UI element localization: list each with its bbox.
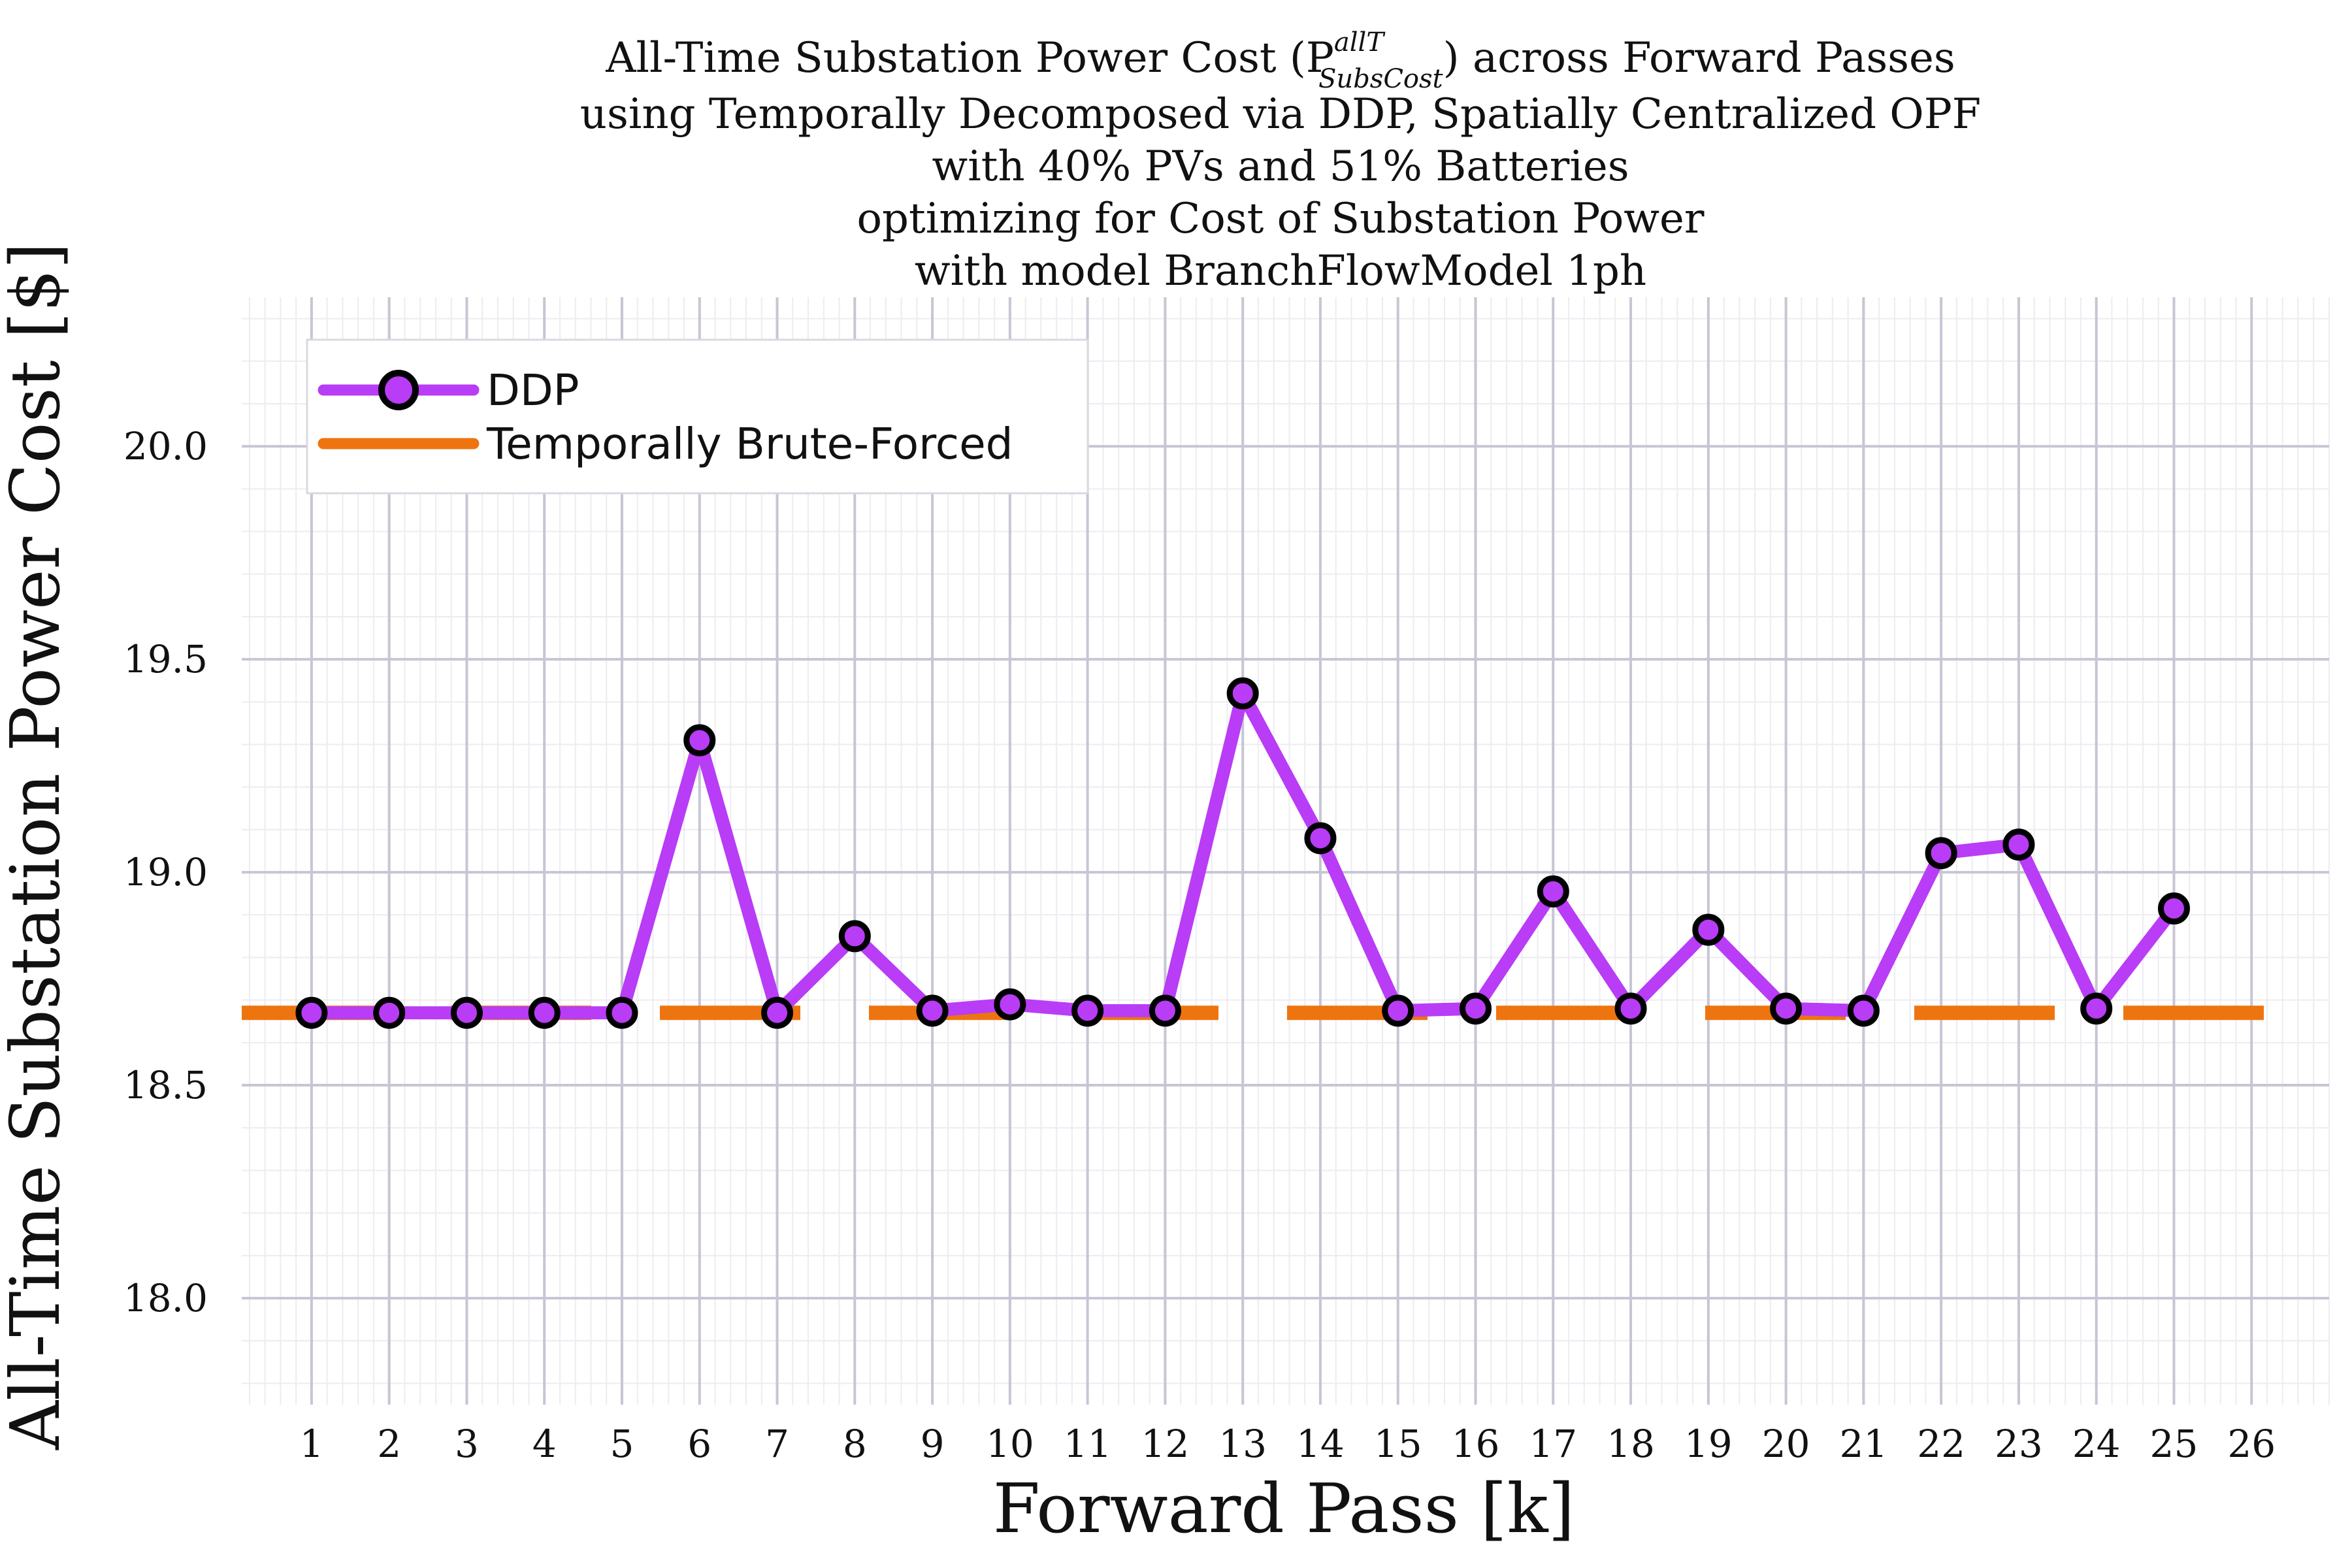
legend-box xyxy=(306,338,1089,495)
ddp-point xyxy=(2002,828,2035,861)
y-tick-labels: 18.0 18.5 19.0 19.5 20.0 xyxy=(123,424,208,1320)
ddp-point xyxy=(2080,992,2113,1025)
x-tick-label: 2 xyxy=(377,1422,401,1466)
legend: DDP Temporally Brute-Forced xyxy=(306,338,1089,495)
title-line-1-text: All-Time Substation Power Cost (P xyxy=(605,34,1334,82)
x-tick-label: 11 xyxy=(1064,1422,1112,1466)
ddp-point xyxy=(2157,892,2190,925)
x-tick-label: 21 xyxy=(1839,1422,1887,1466)
ddp-point xyxy=(606,996,638,1029)
title-superscript: allT xyxy=(1334,27,1386,57)
x-tick-label: 1 xyxy=(299,1422,323,1466)
legend-ddp-label: DDP xyxy=(487,365,579,416)
title-line-1: All-Time Substation Power Cost (PallT Sub… xyxy=(605,27,1955,94)
x-tick-label: 13 xyxy=(1218,1422,1267,1466)
title-line-3: with 40% PVs and 51% Batteries xyxy=(932,142,1629,191)
x-tick-label: 8 xyxy=(843,1422,867,1466)
ddp-point xyxy=(1537,875,1569,907)
title-line-4: optimizing for Cost of Substation Power xyxy=(857,195,1705,243)
ddp-point xyxy=(1692,913,1725,946)
title-subscript: SubsCost xyxy=(1318,64,1444,94)
x-tick-label: 18 xyxy=(1607,1422,1655,1466)
ddp-point xyxy=(1459,992,1492,1025)
title-line-2: using Temporally Decomposed via DDP, Spa… xyxy=(580,90,1981,139)
ddp-point xyxy=(838,920,871,953)
x-tick-label: 10 xyxy=(986,1422,1034,1466)
ddp-point xyxy=(1149,994,1181,1027)
ddp-point xyxy=(373,996,406,1029)
x-tick-label: 17 xyxy=(1529,1422,1577,1466)
ddp-point xyxy=(1847,994,1880,1027)
x-tick-label: 22 xyxy=(1917,1422,1965,1466)
ddp-point xyxy=(761,996,794,1029)
legend-ddp-marker xyxy=(378,370,419,410)
series-ddp xyxy=(295,677,2190,1029)
ddp-point xyxy=(528,996,561,1029)
ddp-point xyxy=(295,996,328,1029)
x-tick-label: 6 xyxy=(687,1422,711,1466)
x-tick-label: 16 xyxy=(1452,1422,1500,1466)
ddp-point xyxy=(1614,992,1647,1025)
x-axis-label: Forward Pass [k] xyxy=(993,1469,1575,1548)
ddp-point xyxy=(1304,822,1337,855)
ddp-point xyxy=(683,724,716,757)
legend-baseline-label: Temporally Brute-Forced xyxy=(486,419,1013,469)
x-tick-label: 26 xyxy=(2227,1422,2276,1466)
x-tick-label: 24 xyxy=(2072,1422,2121,1466)
x-tick-label: 14 xyxy=(1296,1422,1345,1466)
y-tick-label: 18.5 xyxy=(123,1063,208,1107)
ddp-point xyxy=(1770,992,1803,1025)
x-tick-label: 12 xyxy=(1141,1422,1189,1466)
x-tick-labels: 1 2 3 4 5 6 7 8 9 10 11 12 13 14 15 16 17 18 19 20 21 22 23 24 2… xyxy=(299,1422,2276,1466)
x-tick-label: 9 xyxy=(921,1422,945,1466)
x-tick-label: 5 xyxy=(610,1422,634,1466)
ddp-point xyxy=(450,996,483,1029)
x-tick-label: 19 xyxy=(1684,1422,1733,1466)
title-suffix: ) across Forward Passes xyxy=(1443,34,1955,82)
ddp-point xyxy=(994,988,1026,1021)
ddp-point xyxy=(1226,677,1259,710)
y-tick-label: 18.0 xyxy=(123,1276,208,1320)
y-tick-label: 20.0 xyxy=(123,424,208,468)
x-tick-label: 3 xyxy=(455,1422,479,1466)
chart-title: All-Time Substation Power Cost (PallT Sub… xyxy=(580,27,1981,295)
y-tick-label: 19.5 xyxy=(123,637,208,681)
y-tick-label: 19.0 xyxy=(123,850,208,894)
x-tick-label: 7 xyxy=(765,1422,789,1466)
ddp-point xyxy=(916,994,949,1027)
ddp-point xyxy=(1925,837,1957,870)
title-line-5: with model BranchFlowModel 1ph xyxy=(915,247,1646,295)
ddp-point xyxy=(1382,994,1414,1027)
x-tick-label: 15 xyxy=(1374,1422,1422,1466)
ddp-point xyxy=(1071,994,1104,1027)
x-tick-label: 25 xyxy=(2150,1422,2198,1466)
y-axis-label: All-Time Substation Power Cost [$] xyxy=(0,242,75,1450)
x-tick-label: 4 xyxy=(532,1422,557,1466)
x-tick-label: 20 xyxy=(1762,1422,1810,1466)
x-tick-label: 23 xyxy=(1995,1422,2043,1466)
